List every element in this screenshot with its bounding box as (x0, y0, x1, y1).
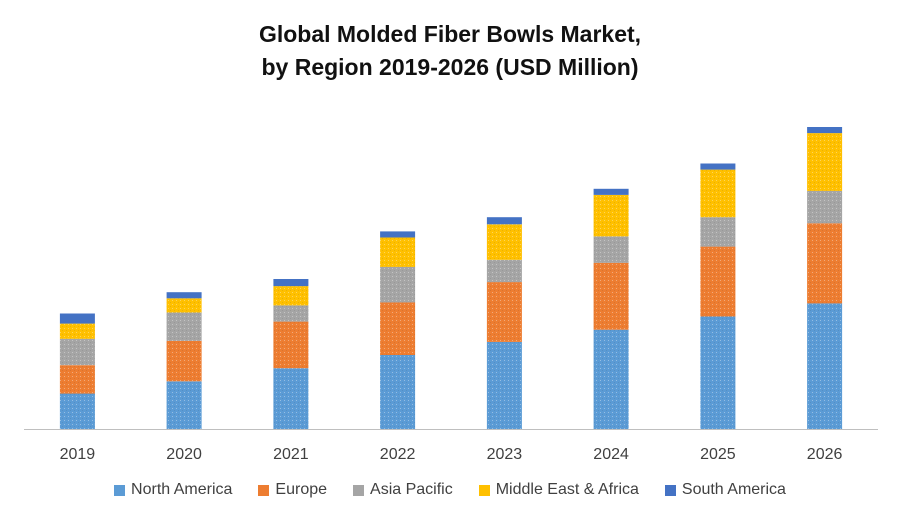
legend-swatch (664, 484, 676, 496)
bar-asia-pacific-2026 (807, 190, 843, 224)
chart-subtitle: by Region 2019-2026 (USD Million) (261, 54, 639, 80)
bar-middle-east-and-africa-2024 (593, 194, 629, 237)
x-tick-label-2021: 2021 (273, 446, 309, 463)
chart-title: Global Molded Fiber Bowls Market, (258, 21, 642, 47)
chart-legend: North America Europe Asia Pacific Middle Ea… (0, 481, 900, 499)
bar-south-america-2022 (380, 231, 416, 238)
bar-europe-2020 (166, 340, 202, 382)
bar-asia-pacific-2020 (166, 312, 202, 341)
bar-middle-east-and-africa-2021 (273, 286, 309, 306)
bar-south-america-2021 (273, 279, 309, 287)
bar-north-america-2020 (166, 381, 202, 429)
legend-label: Middle East & Africa (495, 481, 639, 498)
x-tick-label-2024: 2024 (593, 446, 629, 463)
bar-europe-2019 (59, 365, 95, 394)
bar-middle-east-and-africa-2026 (807, 133, 843, 191)
legend-item-middle-east-and-africa: Middle East & Africa (478, 481, 639, 499)
bar-south-america-2024 (593, 188, 629, 195)
bar-north-america-2022 (380, 355, 416, 429)
bar-south-america-2025 (700, 163, 736, 170)
bar-europe-2023 (486, 282, 522, 342)
bar-asia-pacific-2021 (273, 305, 309, 322)
bar-middle-east-and-africa-2023 (486, 224, 522, 260)
bar-north-america-2023 (486, 341, 522, 429)
bar-north-america-2019 (59, 393, 95, 429)
x-tick-label-2020: 2020 (166, 446, 202, 463)
bar-asia-pacific-2022 (380, 266, 416, 303)
bar-asia-pacific-2024 (593, 236, 629, 263)
legend-item-europe: Europe (258, 481, 327, 499)
bar-middle-east-and-africa-2020 (166, 298, 202, 313)
bar-south-america-2020 (166, 292, 202, 299)
x-tick-label-2022: 2022 (380, 446, 416, 463)
legend-swatch (258, 484, 270, 496)
x-tick-label-2023: 2023 (487, 446, 523, 463)
bar-north-america-2026 (807, 303, 843, 429)
bar-asia-pacific-2019 (59, 338, 95, 366)
bar-asia-pacific-2023 (486, 259, 522, 283)
x-tick-label-2025: 2025 (700, 446, 736, 463)
bar-south-america-2026 (807, 127, 843, 134)
bar-middle-east-and-africa-2019 (59, 323, 95, 339)
legend-label: Asia Pacific (370, 481, 453, 498)
legend-item-north-america: North America (114, 481, 232, 499)
bar-south-america-2019 (59, 313, 95, 324)
bar-europe-2026 (807, 223, 843, 304)
legend-label: South America (681, 481, 786, 498)
legend-item-south-america: South America (664, 481, 786, 499)
legend-label: Europe (275, 481, 328, 498)
x-tick-label-2026: 2026 (807, 446, 843, 463)
legend-label: North America (131, 481, 233, 498)
bar-europe-2025 (700, 246, 736, 317)
bar-north-america-2025 (700, 316, 736, 429)
x-tick-label-2019: 2019 (60, 446, 96, 463)
bar-north-america-2024 (593, 329, 629, 429)
legend-item-asia-pacific: Asia Pacific (353, 481, 453, 499)
bar-europe-2022 (380, 302, 416, 355)
bar-north-america-2021 (273, 368, 309, 429)
legend-swatch (114, 484, 126, 496)
bar-south-america-2023 (486, 217, 522, 225)
bar-asia-pacific-2025 (700, 217, 736, 247)
chart-title-block: Global Molded Fiber Bowls Market, by Reg… (0, 18, 900, 84)
legend-swatch (478, 484, 490, 496)
bar-middle-east-and-africa-2025 (700, 169, 736, 218)
bar-europe-2024 (593, 262, 629, 330)
legend-swatch (353, 484, 365, 496)
bar-middle-east-and-africa-2022 (380, 237, 416, 267)
bar-europe-2021 (273, 321, 309, 369)
